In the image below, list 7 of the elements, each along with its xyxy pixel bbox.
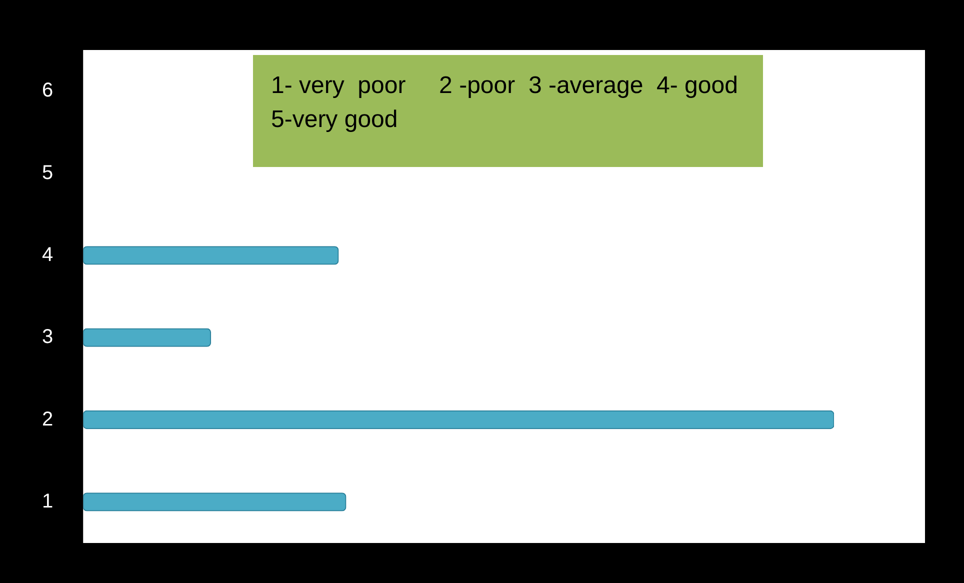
y-tick-label: 4 — [42, 244, 54, 266]
y-tick-label: 2 — [42, 408, 54, 430]
y-tick-label: 3 — [42, 326, 54, 348]
y-tick-label: 6 — [42, 80, 54, 102]
y-tick-label: 5 — [42, 162, 54, 184]
annotation: 1- very poor 2 -poor 3 -average 4- good 5-very good — [271, 71, 739, 135]
y-tick-label: 1 — [42, 490, 54, 512]
